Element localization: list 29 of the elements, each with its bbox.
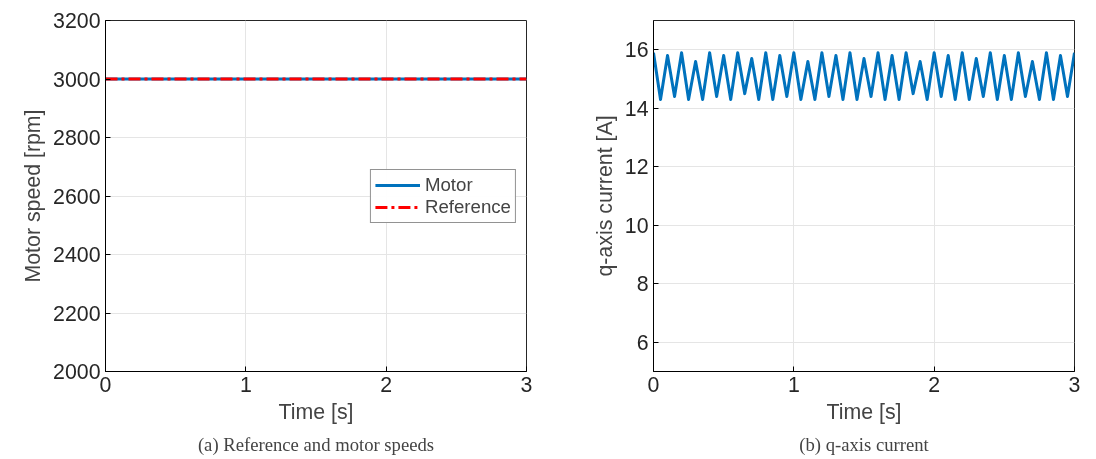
x-tick-label: 1 [239, 372, 252, 397]
x-tick-label: 2 [380, 372, 393, 397]
x-tick-label: 3 [520, 372, 533, 397]
y-tick-label: 2600 [53, 184, 101, 209]
y-tick-label: 12 [624, 155, 649, 180]
y-tick-label: 16 [624, 38, 649, 63]
text: (a) Reference and motor speeds [197, 433, 435, 456]
legend-label: Motor [424, 173, 473, 196]
y-tick-label: 2200 [53, 301, 101, 326]
x-tick-label: 0 [647, 372, 660, 397]
x-tick-label: 1 [787, 372, 800, 397]
x-axis-title: Time [s] [278, 399, 354, 424]
y-tick-label: 6 [636, 330, 649, 355]
y-tick-label: 10 [624, 213, 649, 238]
text: (b) q-axis current [799, 433, 930, 456]
y-tick-label: 2800 [53, 126, 101, 150]
y-tick-label: 2400 [53, 243, 101, 267]
x-tick-label: 0 [99, 372, 112, 397]
y-axis-title: Motor speed [rpm] [21, 109, 46, 283]
y-axis-title: q-axis current [A] [592, 115, 617, 277]
y-tick-label: 14 [624, 96, 649, 121]
x-tick-label: 3 [1068, 372, 1081, 397]
x-axis-title: Time [s] [826, 399, 902, 424]
legend-label: Reference [424, 195, 511, 218]
y-tick-label: 3200 [53, 9, 101, 33]
y-tick-label: 2000 [53, 360, 101, 384]
x-tick-label: 2 [928, 372, 941, 397]
y-tick-label: 3000 [53, 67, 101, 92]
y-tick-label: 8 [636, 272, 649, 297]
